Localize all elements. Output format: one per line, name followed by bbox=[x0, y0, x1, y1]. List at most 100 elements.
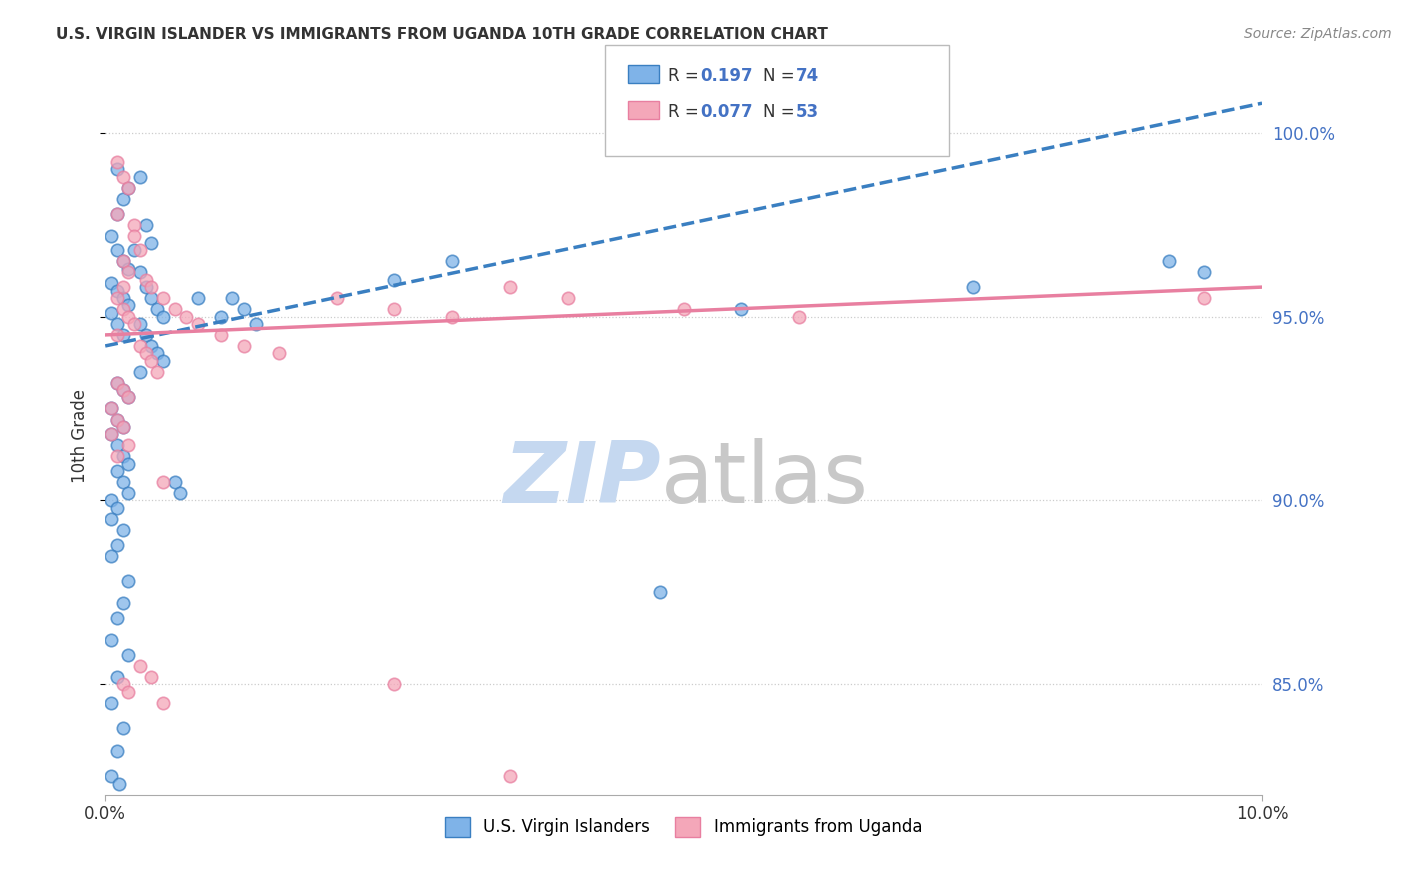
Point bbox=[100, 277, 122, 291]
Point bbox=[122, 244, 145, 258]
Point bbox=[135, 218, 157, 232]
Point bbox=[100, 549, 122, 563]
Point bbox=[122, 228, 145, 243]
Point bbox=[117, 391, 139, 405]
Point bbox=[141, 291, 163, 305]
Point bbox=[163, 475, 186, 489]
Point bbox=[100, 696, 122, 710]
Point bbox=[557, 291, 579, 305]
Point bbox=[141, 353, 163, 368]
Point bbox=[1192, 291, 1215, 305]
Text: atlas: atlas bbox=[661, 438, 869, 521]
Point bbox=[105, 206, 128, 220]
Point bbox=[325, 291, 347, 305]
Point bbox=[117, 438, 139, 452]
Text: 53: 53 bbox=[796, 103, 818, 120]
Point bbox=[441, 254, 464, 268]
Point bbox=[1192, 265, 1215, 279]
Point bbox=[117, 181, 139, 195]
Point bbox=[209, 327, 232, 342]
Point bbox=[129, 265, 152, 279]
Point bbox=[650, 585, 672, 599]
Point bbox=[129, 339, 152, 353]
Point bbox=[111, 254, 134, 268]
Text: 0.197: 0.197 bbox=[700, 67, 752, 85]
Point bbox=[233, 302, 256, 317]
Point bbox=[117, 310, 139, 324]
Point bbox=[174, 310, 197, 324]
Point bbox=[105, 500, 128, 515]
Point bbox=[105, 317, 128, 331]
Point bbox=[267, 346, 290, 360]
Point bbox=[105, 376, 128, 390]
Point bbox=[105, 743, 128, 757]
Point bbox=[187, 291, 209, 305]
Point bbox=[152, 310, 174, 324]
Point bbox=[105, 412, 128, 426]
Point bbox=[100, 427, 122, 442]
Point bbox=[111, 291, 134, 305]
Point bbox=[105, 284, 128, 298]
Point bbox=[129, 244, 152, 258]
Point bbox=[233, 339, 256, 353]
Point bbox=[117, 298, 139, 312]
Point bbox=[111, 327, 134, 342]
Point bbox=[111, 722, 134, 736]
Point bbox=[135, 273, 157, 287]
Point bbox=[105, 327, 128, 342]
Y-axis label: 10th Grade: 10th Grade bbox=[72, 389, 89, 483]
Text: R =: R = bbox=[668, 67, 704, 85]
Point bbox=[105, 206, 128, 220]
Point bbox=[129, 169, 152, 184]
Point bbox=[111, 302, 134, 317]
Point bbox=[787, 310, 810, 324]
Point bbox=[141, 235, 163, 250]
Point bbox=[152, 353, 174, 368]
Text: 0.077: 0.077 bbox=[700, 103, 752, 120]
Point bbox=[141, 280, 163, 294]
Point bbox=[105, 438, 128, 452]
Text: 74: 74 bbox=[796, 67, 820, 85]
Point bbox=[129, 365, 152, 379]
Point bbox=[111, 677, 134, 691]
Text: Source: ZipAtlas.com: Source: ZipAtlas.com bbox=[1244, 27, 1392, 41]
Point bbox=[141, 670, 163, 684]
Point bbox=[152, 291, 174, 305]
Point bbox=[117, 574, 139, 589]
Point bbox=[135, 327, 157, 342]
Point bbox=[100, 228, 122, 243]
Point bbox=[100, 427, 122, 442]
Point bbox=[163, 302, 186, 317]
Point bbox=[100, 769, 122, 783]
Point bbox=[187, 317, 209, 331]
Point bbox=[221, 291, 243, 305]
Point bbox=[169, 486, 191, 500]
Text: N =: N = bbox=[763, 67, 800, 85]
Point bbox=[100, 401, 122, 416]
Point bbox=[209, 310, 232, 324]
Point bbox=[108, 777, 131, 791]
Point bbox=[499, 280, 522, 294]
Point bbox=[730, 302, 752, 317]
Point bbox=[117, 457, 139, 471]
Point bbox=[117, 181, 139, 195]
Point bbox=[105, 412, 128, 426]
Point bbox=[111, 450, 134, 464]
Point bbox=[111, 523, 134, 537]
Text: U.S. VIRGIN ISLANDER VS IMMIGRANTS FROM UGANDA 10TH GRADE CORRELATION CHART: U.S. VIRGIN ISLANDER VS IMMIGRANTS FROM … bbox=[56, 27, 828, 42]
Text: N =: N = bbox=[763, 103, 800, 120]
Point bbox=[105, 376, 128, 390]
Point bbox=[152, 696, 174, 710]
Point bbox=[117, 684, 139, 698]
Point bbox=[105, 538, 128, 552]
Point bbox=[105, 611, 128, 625]
Point bbox=[105, 244, 128, 258]
Point bbox=[111, 475, 134, 489]
Point bbox=[100, 633, 122, 648]
Point bbox=[122, 218, 145, 232]
Point bbox=[100, 493, 122, 508]
Point bbox=[117, 261, 139, 276]
Point bbox=[141, 339, 163, 353]
Point bbox=[146, 365, 169, 379]
Point bbox=[105, 464, 128, 478]
